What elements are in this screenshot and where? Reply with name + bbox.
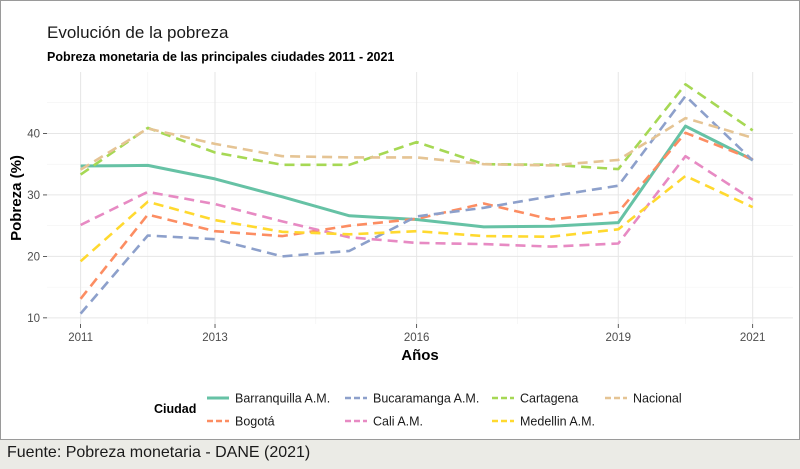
legend-label: Cali A.M. <box>373 415 423 429</box>
series-line-bogot <box>79 131 754 300</box>
legend-label: Medellin A.M. <box>520 415 595 429</box>
legend-label: Cartagena <box>520 392 578 406</box>
x-tick-label: 2016 <box>404 332 430 344</box>
x-tick-label: 2019 <box>605 332 631 344</box>
y-tick-label: 10 <box>27 313 40 325</box>
x-tick-label: 2013 <box>202 332 228 344</box>
series-line-medellin-a-m <box>79 174 754 263</box>
line-chart: 10 20 30 40 2011 2013 2016 2019 2021 Años Pobrez… <box>8 72 793 429</box>
y-tick-label: 30 <box>27 190 40 202</box>
series-line-cali-a-m <box>80 154 754 248</box>
legend-item: Bogotá <box>207 415 275 429</box>
series-line-cartagena <box>79 83 754 176</box>
legend-item: Medellin A.M. <box>492 415 595 429</box>
legend-item: Cali A.M. <box>345 415 423 429</box>
legend-item: Cartagena <box>492 392 578 406</box>
grid <box>47 72 793 324</box>
x-tick-label: 2011 <box>68 332 93 344</box>
axes: 10 20 30 40 2011 2013 2016 2019 2021 <box>27 128 765 344</box>
legend: Ciudad Barranquilla A.M. Bogotá Bucaramang… <box>154 392 682 429</box>
x-tick-label: 2021 <box>740 332 766 344</box>
series-line-bucaramanga-a-m <box>79 94 754 315</box>
legend-item: Bucaramanga A.M. <box>345 392 479 406</box>
x-axis-title: Años <box>401 347 439 364</box>
series-line-barranquilla-a-m <box>80 124 754 229</box>
chart-caption: Fuente: Pobreza monetaria - DANE (2021) <box>7 444 311 461</box>
legend-label: Nacional <box>633 392 682 406</box>
series-lines <box>79 83 754 315</box>
legend-title: Ciudad <box>154 402 196 416</box>
legend-item: Nacional <box>605 392 682 406</box>
y-tick-label: 40 <box>27 128 40 140</box>
legend-label: Bucaramanga A.M. <box>373 392 479 406</box>
y-tick-label: 20 <box>27 251 40 263</box>
legend-item: Barranquilla A.M. <box>207 392 330 406</box>
chart-subtitle: Pobreza monetaria de las principales ciu… <box>47 50 395 64</box>
chart-title: Evolución de la pobreza <box>47 23 229 42</box>
y-axis-title: Pobreza (%) <box>8 155 25 241</box>
series-line-nacional <box>79 116 754 171</box>
legend-label: Barranquilla A.M. <box>235 392 330 406</box>
legend-label: Bogotá <box>235 415 275 429</box>
